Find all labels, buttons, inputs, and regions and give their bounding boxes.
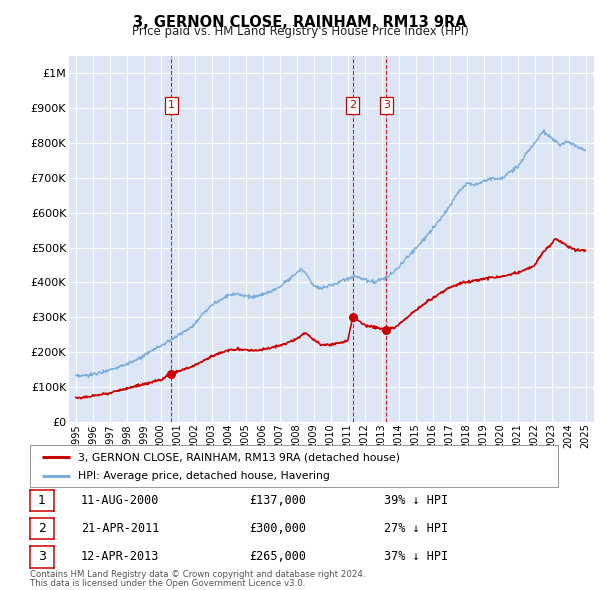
Text: 3, GERNON CLOSE, RAINHAM, RM13 9RA: 3, GERNON CLOSE, RAINHAM, RM13 9RA [133, 15, 467, 30]
Text: 21-APR-2011: 21-APR-2011 [81, 522, 160, 535]
Text: HPI: Average price, detached house, Havering: HPI: Average price, detached house, Have… [77, 471, 329, 481]
Text: 2: 2 [349, 100, 356, 110]
Text: 37% ↓ HPI: 37% ↓ HPI [384, 550, 448, 563]
Text: This data is licensed under the Open Government Licence v3.0.: This data is licensed under the Open Gov… [30, 579, 305, 588]
Text: 3: 3 [38, 550, 46, 563]
Text: £265,000: £265,000 [249, 550, 306, 563]
Text: Contains HM Land Registry data © Crown copyright and database right 2024.: Contains HM Land Registry data © Crown c… [30, 571, 365, 579]
Text: 12-APR-2013: 12-APR-2013 [81, 550, 160, 563]
Text: 39% ↓ HPI: 39% ↓ HPI [384, 494, 448, 507]
Text: 3: 3 [383, 100, 390, 110]
Text: 3, GERNON CLOSE, RAINHAM, RM13 9RA (detached house): 3, GERNON CLOSE, RAINHAM, RM13 9RA (deta… [77, 452, 400, 462]
Text: 1: 1 [38, 494, 46, 507]
Text: 2: 2 [38, 522, 46, 535]
Text: £137,000: £137,000 [249, 494, 306, 507]
Text: 27% ↓ HPI: 27% ↓ HPI [384, 522, 448, 535]
Text: Price paid vs. HM Land Registry's House Price Index (HPI): Price paid vs. HM Land Registry's House … [131, 25, 469, 38]
Text: 1: 1 [167, 100, 175, 110]
Text: £300,000: £300,000 [249, 522, 306, 535]
Text: 11-AUG-2000: 11-AUG-2000 [81, 494, 160, 507]
